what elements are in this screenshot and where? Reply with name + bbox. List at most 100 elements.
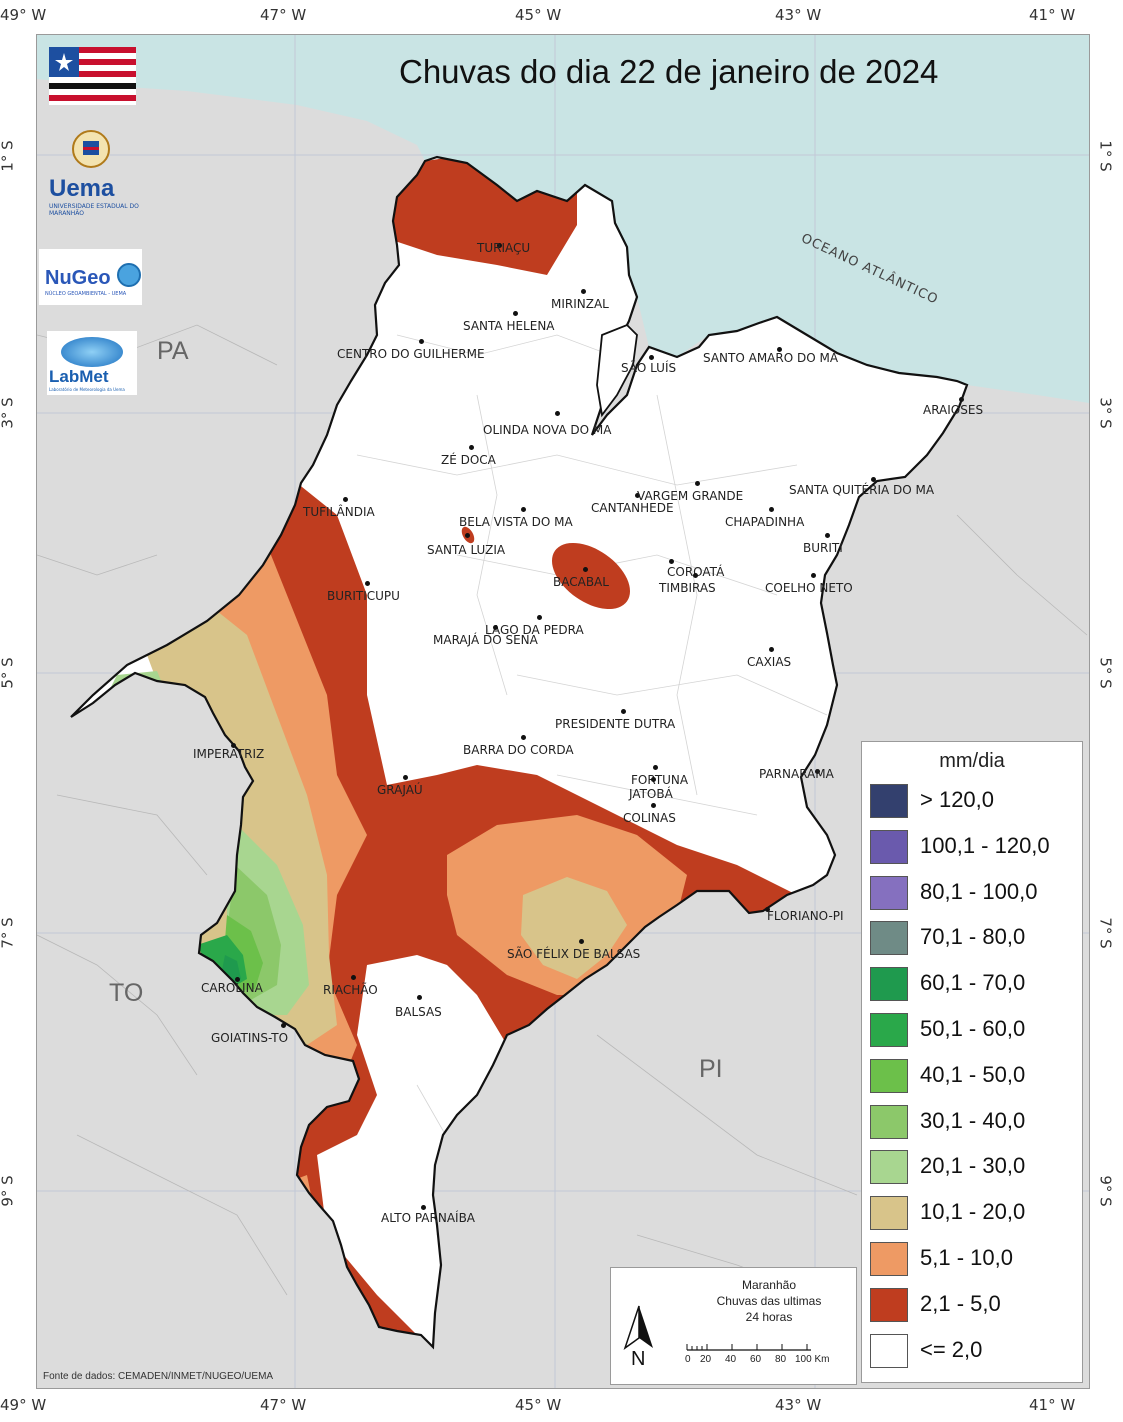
city-marker — [765, 907, 770, 912]
city-label: COROATÁ — [667, 565, 725, 579]
scale-tick-label: 60 — [750, 1354, 762, 1365]
city-marker — [365, 581, 370, 586]
legend-swatch — [870, 1333, 908, 1368]
city-marker — [777, 347, 782, 352]
city-label: RIACHÃO — [323, 983, 378, 997]
legend-label: <= 2,0 — [920, 1336, 983, 1362]
scale-tick-label: 100 Km — [795, 1354, 830, 1365]
north-label: N — [631, 1348, 646, 1370]
city-label: CENTRO DO GUILHERME — [337, 347, 485, 361]
city-label: BACABAL — [553, 575, 609, 589]
city-marker — [621, 709, 626, 714]
grid-label-left: 3° S — [0, 397, 17, 429]
city-marker — [231, 743, 236, 748]
city-marker — [693, 573, 698, 578]
grid-label-right: 1° S — [1096, 140, 1115, 172]
city-label: SANTA QUITÉRIA DO MA — [789, 483, 935, 497]
legend-item: 10,1 - 20,0 — [870, 1194, 1080, 1234]
city-marker — [695, 481, 700, 486]
city-label: GRAJAÚ — [377, 783, 423, 797]
legend-item: 5,1 - 10,0 — [870, 1240, 1080, 1280]
grid-label-left: 7° S — [0, 917, 17, 949]
legend-swatch — [870, 967, 908, 1002]
city-marker — [871, 477, 876, 482]
state-label-pi: PI — [699, 1055, 723, 1083]
map-frame: OCEANO ATLÂNTICO PA TO PI TURIAÇU MIRINZA… — [36, 34, 1090, 1389]
city-label: ALTO PARNAÍBA — [381, 1211, 476, 1225]
scale-line1: Maranhão — [741, 1278, 797, 1292]
legend: mm/dia > 120,0 100,1 - 120,0 80,1 - 100,0 7… — [861, 741, 1083, 1383]
grid-label-left: 5° S — [0, 657, 17, 689]
city-marker — [635, 493, 640, 498]
city-label: SÃO LUÍS — [621, 361, 677, 375]
legend-item: <= 2,0 — [870, 1332, 1080, 1372]
legend-label: 50,1 - 60,0 — [920, 1016, 1026, 1041]
city-label: TUFILÂNDIA — [303, 505, 375, 519]
legend-item: 50,1 - 60,0 — [870, 1011, 1080, 1051]
city-marker — [521, 735, 526, 740]
city-label: COELHO NETO — [765, 581, 853, 595]
legend-item: 2,1 - 5,0 — [870, 1286, 1080, 1326]
city-marker — [343, 497, 348, 502]
legend-swatch — [870, 1242, 908, 1276]
legend-swatch — [870, 829, 908, 864]
legend-label: 10,1 - 20,0 — [920, 1199, 1026, 1225]
grid-label-right: 9° S — [1096, 1175, 1115, 1207]
city-label: BARRA DO CORDA — [463, 743, 574, 757]
legend-label: 60,1 - 70,0 — [920, 970, 1026, 996]
city-label: BURITICUPU — [327, 589, 400, 603]
grid-label-bottom: 41° W — [1029, 1396, 1076, 1414]
city-label: ARAIOSES — [923, 403, 984, 417]
legend-swatch — [870, 1013, 908, 1047]
north-arrow-icon — [623, 1305, 653, 1350]
legend-item: 100,1 - 120,0 — [870, 828, 1080, 868]
city-label: JATOBÁ — [629, 787, 673, 801]
grid-label-left: 1° S — [0, 140, 17, 172]
city-marker — [417, 995, 422, 1000]
city-label: SANTA HELENA — [463, 319, 555, 333]
legend-label: 30,1 - 40,0 — [920, 1107, 1026, 1133]
city-label: MARAJÁ DO SENA — [433, 633, 538, 647]
legend-item: > 120,0 — [870, 782, 1080, 822]
legend-item: 40,1 - 50,0 — [870, 1057, 1080, 1097]
legend-swatch — [870, 1287, 908, 1322]
city-marker — [583, 567, 588, 572]
scale-tick-label: 20 — [700, 1354, 712, 1365]
grid-label-bottom: 43° W — [775, 1396, 822, 1414]
city-marker — [649, 355, 654, 360]
city-marker — [465, 533, 470, 538]
nugeo-logo: NuGeo NÚCLEO GEOAMBIENTAL - UEMA — [39, 249, 142, 305]
legend-label: 20,1 - 30,0 — [920, 1153, 1026, 1179]
grid-label-bottom: 47° W — [260, 1396, 307, 1414]
city-label: TIMBIRAS — [659, 581, 716, 595]
city-label: BELA VISTA DO MA — [459, 515, 573, 529]
grid-label-right: 7° S — [1096, 917, 1115, 949]
city-marker — [281, 1023, 286, 1028]
city-label: OLINDA NOVA DO MA — [483, 423, 612, 437]
city-marker — [493, 625, 498, 630]
city-label: FLORIANO-PI — [767, 909, 844, 923]
grid-label-right: 3° S — [1096, 397, 1115, 429]
scale-tick-label: 40 — [725, 1354, 737, 1365]
legend-swatch — [870, 875, 908, 910]
cloud-globe-icon — [61, 337, 123, 367]
city-marker — [651, 803, 656, 808]
legend-swatch — [870, 921, 908, 956]
labmet-logo: LabMet Laboratório de Meteorologia da Ue… — [47, 331, 137, 395]
legend-item: 70,1 - 80,0 — [870, 919, 1080, 959]
legend-swatch — [870, 1058, 908, 1093]
grid-label-top: 49° W — [0, 6, 47, 24]
legend-label: 2,1 - 5,0 — [920, 1290, 1001, 1316]
city-label: LAGO DA PEDRA — [485, 623, 584, 637]
city-label: MIRINZAL — [551, 297, 609, 311]
legend-swatch — [870, 1196, 908, 1231]
grid-label-top: 41° W — [1029, 6, 1076, 24]
city-label: SÃO FÉLIX DE BALSAS — [507, 947, 641, 961]
grid-label-top: 47° W — [260, 6, 307, 24]
data-source: Fonte de dados: CEMADEN/INMET/NUGEO/UEMA — [43, 1371, 274, 1382]
legend-item: 20,1 - 30,0 — [870, 1148, 1080, 1188]
city-label: GOIATINS-TO — [211, 1031, 289, 1045]
city-label: BURITI — [803, 541, 843, 555]
city-label: FORTUNA — [631, 773, 689, 787]
city-label: VARGEM GRANDE — [637, 489, 744, 503]
